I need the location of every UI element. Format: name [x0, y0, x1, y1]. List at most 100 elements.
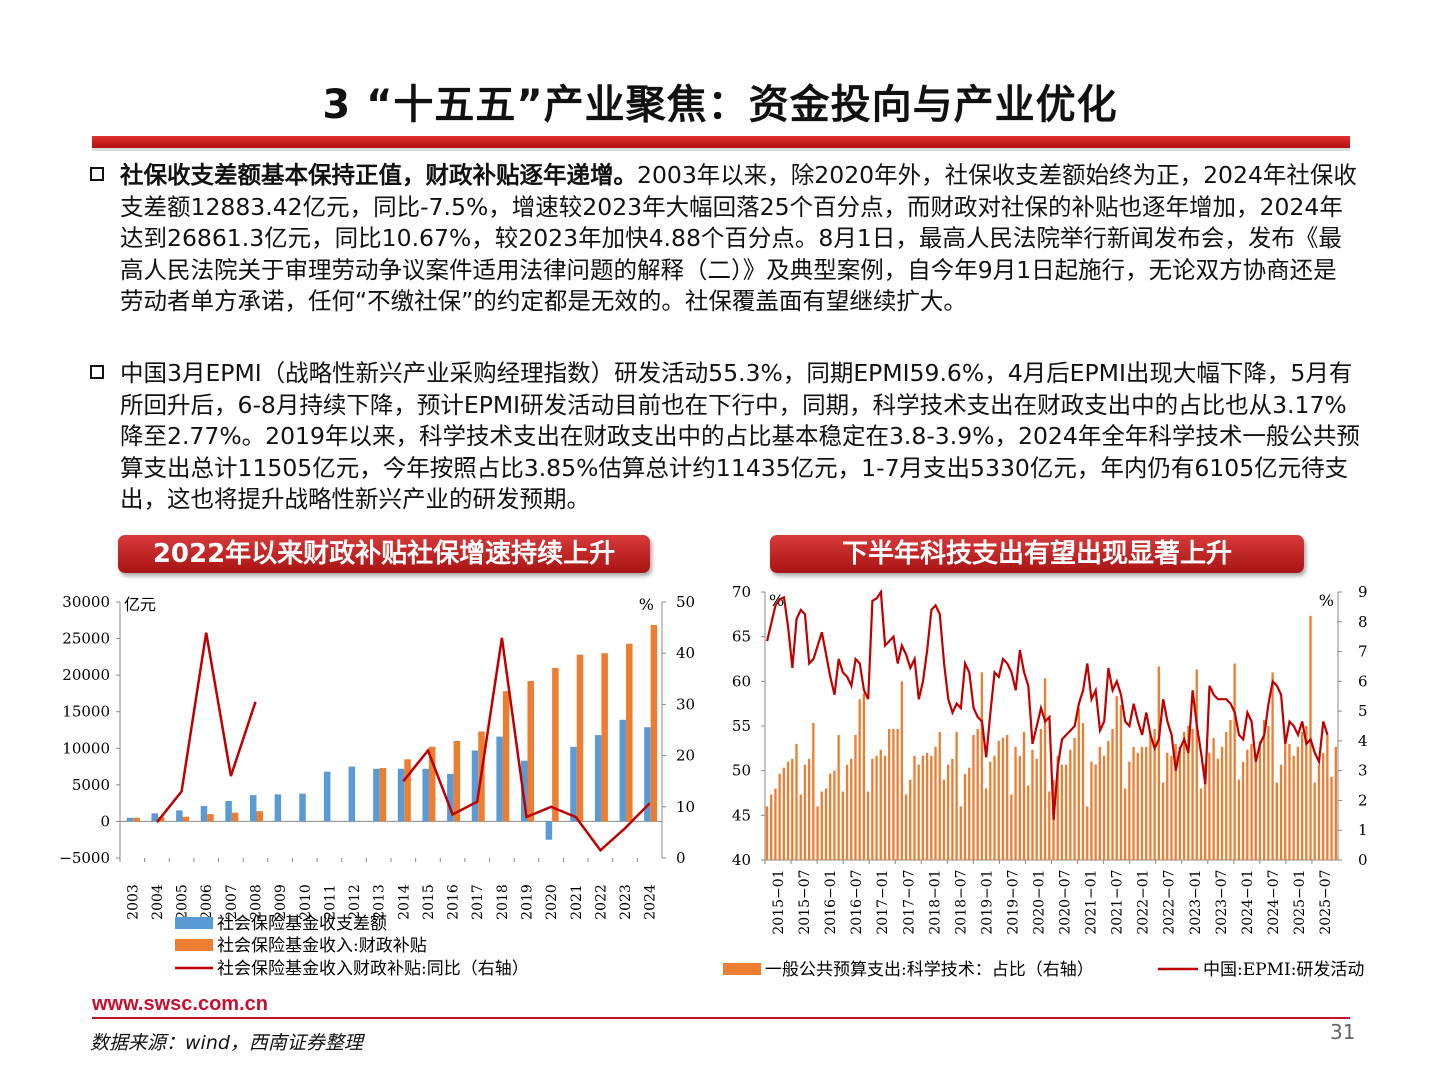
x-tick-label: 2023−01	[1188, 869, 1204, 934]
x-tick-label: 2004	[150, 884, 166, 920]
paragraph-2-body: 中国3月EPMI（战略性新兴产业采购经理指数）研发活动55.3%，同期EPMI5…	[120, 359, 1360, 513]
bar-tech-share	[1216, 758, 1219, 860]
legend-swatch-tech-share	[723, 963, 761, 975]
x-tick-label: 2020−01	[1031, 869, 1047, 934]
x-tick-label: 2022−07	[1162, 869, 1178, 934]
x-tick-label: 2025−07	[1318, 869, 1334, 934]
bar-subsidy	[650, 624, 658, 822]
x-tick-label: 2025−01	[1292, 869, 1308, 934]
x-tick-label: 2006	[199, 884, 215, 920]
bar-tech-share	[833, 770, 836, 860]
bar-balance	[619, 719, 627, 822]
bar-tech-share	[803, 764, 807, 860]
bar-tech-share	[807, 758, 811, 860]
bar-tech-share	[1237, 779, 1241, 860]
bar-tech-share	[1043, 678, 1047, 860]
bar-tech-share	[1330, 776, 1333, 860]
bar-tech-share	[1115, 696, 1118, 860]
y2-tick-label: 3	[1358, 762, 1368, 780]
legend-label-balance: 社会保险基金收支差额	[217, 914, 387, 934]
bar-tech-share	[947, 764, 950, 860]
bar-tech-share	[1005, 734, 1009, 860]
x-tick-label: 2016−07	[849, 869, 865, 934]
bar-tech-share	[1195, 669, 1198, 860]
y-tick-label: 25000	[62, 630, 110, 648]
y-tick-label: 65	[732, 628, 751, 646]
bar-subsidy	[502, 691, 510, 822]
bar-tech-share	[1225, 731, 1228, 860]
x-tick-label: 2023	[618, 884, 634, 920]
bar-tech-share	[883, 755, 887, 860]
bar-tech-share	[866, 791, 870, 860]
bar-tech-share	[1208, 752, 1211, 860]
bar-tech-share	[786, 761, 790, 860]
bar-tech-share	[1060, 764, 1064, 860]
bar-tech-share	[1220, 746, 1224, 860]
bar-tech-share	[782, 767, 786, 860]
bar-tech-share	[770, 794, 773, 860]
bar-balance	[176, 810, 183, 822]
bar-tech-share	[1123, 788, 1127, 860]
bar-tech-share	[888, 728, 891, 860]
x-tick-label: 2021−07	[1110, 869, 1126, 934]
title-underline-shadow	[92, 148, 1350, 151]
series-line-epmi	[766, 588, 1329, 820]
bar-tech-share	[1149, 731, 1152, 860]
bar-tech-share	[1305, 726, 1308, 860]
bar-tech-share	[1199, 788, 1203, 860]
x-tick-label: 2015−07	[797, 869, 813, 934]
bar-tech-share	[1229, 720, 1232, 860]
bar-tech-share	[938, 731, 941, 860]
y2-tick-label: 9	[1358, 583, 1368, 601]
y2-tick-label: 2	[1358, 791, 1368, 809]
bullet-square-icon	[90, 365, 104, 379]
bar-tech-share	[1145, 746, 1148, 860]
y2-tick-label: 40	[676, 644, 695, 662]
bar-tech-share	[812, 723, 815, 860]
bullet-square-icon	[90, 167, 104, 181]
x-tick-label: 2016	[446, 884, 462, 920]
chart-social-security-fund: 30000 25000 20000 15000 10000 5000 0 −5000 50 40 3…	[59, 593, 695, 979]
bar-tech-share	[850, 758, 853, 860]
bar-tech-share	[1035, 758, 1038, 860]
bar-balance	[299, 793, 306, 822]
bar-tech-share	[841, 791, 844, 860]
y-tick-label: 60	[732, 672, 751, 690]
bar-tech-share	[858, 699, 861, 860]
bar-tech-share	[1153, 728, 1156, 860]
bar-tech-share	[1128, 761, 1131, 860]
bar-tech-share	[1119, 705, 1123, 860]
bar-tech-share	[1288, 743, 1291, 860]
bar-subsidy	[182, 816, 190, 822]
bar-tech-share	[824, 788, 828, 860]
x-tick-label: 2017	[470, 884, 486, 920]
x-tick-label: 2013	[372, 884, 388, 920]
left-unit-label: 亿元	[124, 595, 156, 614]
x-tick-label: 2016−01	[823, 869, 839, 934]
x-tick-label: 2018−01	[927, 869, 943, 934]
bar-balance	[225, 800, 232, 822]
x-tick-label: 2008	[249, 884, 265, 920]
x-tick-label: 2017−07	[901, 869, 917, 934]
bar-subsidy	[453, 740, 461, 822]
bar-tech-share	[934, 746, 937, 860]
y-tick-label: 10000	[62, 739, 110, 757]
bar-tech-share	[1056, 755, 1059, 860]
bar-tech-share	[1182, 731, 1186, 860]
bar-balance	[348, 766, 356, 822]
legend-label-epmi: 中国:EPMI:研发活动	[1203, 960, 1364, 980]
bar-balance	[447, 773, 454, 822]
bar-subsidy	[576, 654, 584, 822]
x-tick-label: 2015−01	[771, 869, 787, 934]
bar-subsidy	[379, 768, 387, 822]
bar-tech-share	[1317, 764, 1321, 860]
bar-balance	[521, 760, 528, 822]
x-tick-label: 2018−07	[953, 869, 969, 934]
bar-tech-share	[879, 749, 882, 860]
y-tick-label: 30000	[62, 593, 110, 611]
x-tick-label: 2003	[125, 884, 141, 920]
page-title: 3 “十五五”产业聚焦：资金投向与产业优化	[322, 82, 1118, 128]
footer-url[interactable]: www.swsc.com.cn	[92, 993, 268, 1015]
bar-balance	[323, 771, 331, 822]
y2-tick-label: 30	[676, 695, 695, 713]
